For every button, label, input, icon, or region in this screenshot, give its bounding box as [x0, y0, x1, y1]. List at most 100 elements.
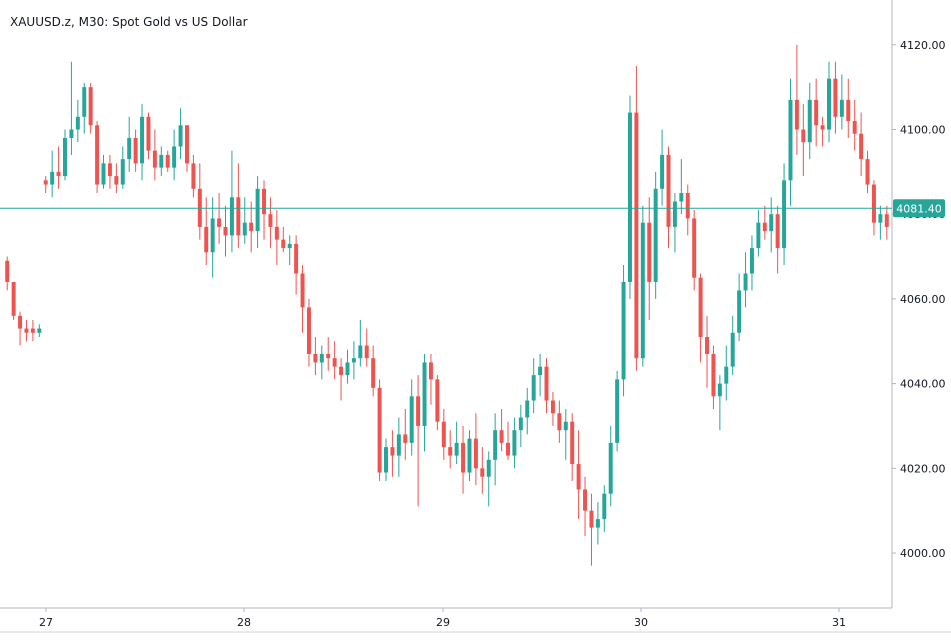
candle-body-down: [332, 358, 337, 367]
candle-body-down: [268, 214, 273, 227]
candle-body-down: [557, 413, 562, 431]
candle-body-up: [493, 430, 498, 460]
candle-body-up: [454, 442, 459, 456]
candle-body-up: [627, 112, 632, 282]
candle-body-down: [204, 226, 209, 253]
price-tick-label: 4020.00: [900, 462, 946, 475]
candle-body-down: [576, 464, 581, 490]
candle-body-down: [506, 442, 510, 456]
candle-body-down: [152, 150, 157, 168]
candle-body-down: [377, 387, 382, 473]
time-tick-label: 28: [237, 616, 251, 629]
candle-body-up: [101, 163, 106, 185]
plot-background: [0, 0, 892, 608]
candle-body-up: [140, 116, 145, 164]
candle-body-down: [30, 328, 35, 333]
candle-body-up: [595, 519, 600, 528]
candle-body-down: [775, 214, 780, 249]
candle-body-up: [63, 137, 67, 177]
candle-body-up: [615, 379, 620, 443]
candle-body-up: [358, 345, 363, 359]
candle-body-up: [525, 400, 530, 418]
candle-body-up: [743, 273, 748, 291]
candle-body-down: [390, 447, 395, 456]
candle-body-down: [634, 112, 639, 359]
candle-body-up: [827, 78, 831, 130]
candle-body-down: [859, 133, 864, 160]
candle-body-up: [409, 396, 414, 443]
candle-body-down: [133, 137, 138, 164]
candle-body-down: [441, 421, 446, 448]
candle-body-up: [255, 188, 260, 232]
candle-body-down: [5, 260, 10, 282]
price-tick-label: 4000.00: [900, 547, 946, 560]
candle-body-up: [396, 434, 401, 456]
price-axis-ticks: 4000.004020.004040.004060.004080.004100.…: [892, 39, 946, 560]
candle-body-up: [660, 154, 665, 189]
current-price-label: 4081.40: [896, 202, 942, 215]
candle-body-up: [82, 87, 87, 117]
candle-body-down: [313, 353, 318, 363]
candle-body-down: [833, 78, 838, 117]
candle-body-up: [229, 197, 234, 236]
candle-body-down: [146, 116, 151, 151]
price-tick-label: 4100.00: [900, 124, 946, 137]
candle-body-up: [69, 129, 74, 138]
candle-body-down: [114, 176, 119, 185]
candle-body-down: [794, 99, 799, 130]
candle-body-up: [172, 146, 177, 168]
candle-body-down: [884, 214, 889, 227]
candle-body-down: [852, 121, 857, 134]
candle-body-up: [602, 493, 607, 520]
candle-body-down: [480, 468, 485, 477]
candle-body-up: [608, 442, 613, 494]
candle-body-down: [249, 222, 254, 232]
candle-body-down: [428, 362, 433, 380]
candle-body-up: [749, 248, 754, 274]
candle-body-up: [737, 290, 742, 333]
candle-body-up: [467, 438, 472, 473]
candle-body-up: [640, 222, 645, 359]
candle-body-down: [364, 345, 369, 359]
candle-body-up: [50, 171, 55, 185]
candle-body-up: [717, 383, 722, 397]
candle-body-down: [18, 315, 23, 329]
candle-body-up: [653, 188, 658, 282]
candle-body-up: [788, 99, 793, 181]
candle-body-down: [95, 125, 100, 185]
time-tick-label: 31: [832, 616, 846, 629]
candle-body-up: [242, 222, 247, 236]
candle-body-up: [531, 375, 536, 401]
candle-body-down: [865, 159, 870, 185]
candle-body-up: [730, 332, 735, 367]
time-tick-label: 27: [39, 616, 53, 629]
candle-body-down: [544, 366, 549, 401]
price-tick-label: 4060.00: [900, 293, 946, 306]
candle-body-down: [461, 442, 466, 473]
candle-body-down: [814, 99, 819, 126]
candle-body-down: [165, 154, 170, 168]
candle-body-up: [839, 99, 844, 117]
candle-body-up: [769, 214, 774, 232]
candle-body-up: [756, 222, 761, 249]
candle-body-down: [88, 87, 93, 126]
candle-body-down: [647, 222, 652, 282]
candle-body-up: [120, 159, 125, 185]
candle-body-down: [448, 447, 453, 456]
candle-body-down: [871, 184, 876, 223]
candle-body-down: [692, 218, 697, 278]
candle-body-up: [672, 201, 677, 227]
candle-body-up: [486, 459, 491, 477]
candle-body-up: [538, 366, 543, 376]
candle-body-up: [679, 193, 684, 202]
candle-body-down: [570, 421, 575, 465]
candle-body-up: [621, 281, 626, 380]
candle-body-down: [217, 218, 222, 227]
candle-body-down: [435, 379, 440, 422]
candle-body-down: [685, 193, 690, 219]
chart-title: XAUUSD.z, M30: Spot Gold vs US Dollar: [10, 15, 248, 29]
candle-body-down: [306, 307, 311, 354]
candle-body-down: [262, 188, 267, 215]
current-price-tag: 4081.40: [893, 199, 945, 218]
